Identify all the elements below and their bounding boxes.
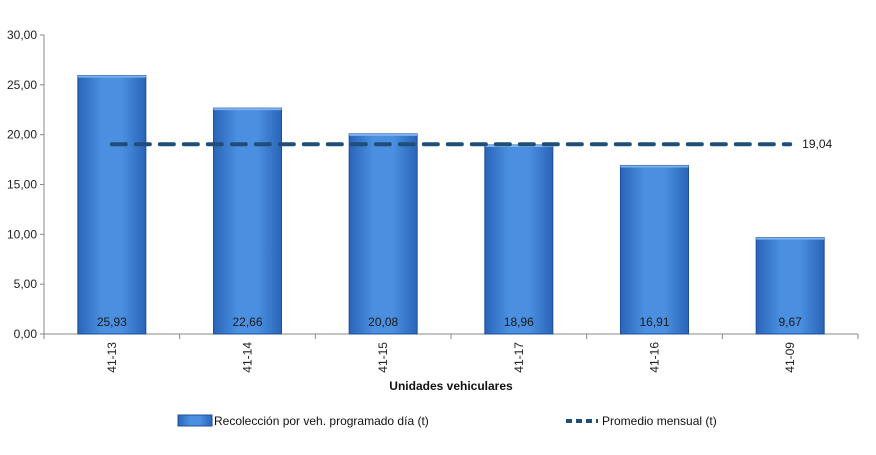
legend-bar-swatch (177, 414, 213, 427)
x-tick-label: 41-17 (512, 342, 526, 373)
x-tick-label: 41-13 (105, 342, 119, 373)
average-value-label: 19,04 (802, 137, 832, 151)
bar-top-highlight (756, 237, 825, 240)
average-line: 19,04 (109, 137, 833, 151)
bar-value-label: 18,96 (504, 315, 534, 329)
bar-value-label: 9,67 (778, 315, 802, 329)
x-axis-title: Unidades vehiculares (389, 379, 513, 393)
bar-top-highlight (620, 165, 689, 168)
y-axis: 0,00 5,00 10,00 15,00 20,00 25,00 30,00 (7, 28, 45, 341)
bar (620, 164, 689, 335)
bar-top-highlight (213, 108, 282, 111)
y-tick-label: 20,00 (7, 128, 37, 142)
y-tick-label: 25,00 (7, 78, 37, 92)
legend: Recolección por veh. programado día (t) … (177, 414, 717, 428)
legend-line-label: Promedio mensual (t) (602, 414, 717, 428)
legend-bar-label: Recolección por veh. programado día (t) (214, 414, 429, 428)
x-tick-label: 41-14 (241, 342, 255, 373)
y-tick-label: 5,00 (14, 277, 38, 291)
y-tick-label: 30,00 (7, 28, 37, 42)
bar-value-label: 25,93 (97, 315, 127, 329)
bar-labels: 25,93 22,66 20,08 18,96 16,91 9,67 (97, 315, 802, 329)
y-tick-label: 10,00 (7, 227, 37, 241)
bar (348, 133, 418, 335)
bars (77, 75, 825, 335)
bar (77, 75, 147, 335)
x-tick-label: 41-16 (648, 342, 662, 373)
x-axis: 41-13 41-14 41-15 41-17 41-16 41-09 (43, 333, 859, 373)
bar-top-highlight (484, 145, 553, 148)
x-tick-label: 41-15 (376, 342, 390, 373)
y-tick-label: 15,00 (7, 178, 37, 192)
bar-value-label: 16,91 (639, 315, 669, 329)
bar-value-label: 22,66 (232, 315, 262, 329)
bar (213, 107, 282, 335)
bar (484, 144, 554, 335)
bar-top-highlight (77, 75, 146, 78)
bar-value-label: 20,08 (368, 315, 398, 329)
y-tick-label: 0,00 (14, 327, 38, 341)
x-tick-label: 41-09 (783, 342, 797, 373)
bar-top-highlight (349, 133, 418, 136)
